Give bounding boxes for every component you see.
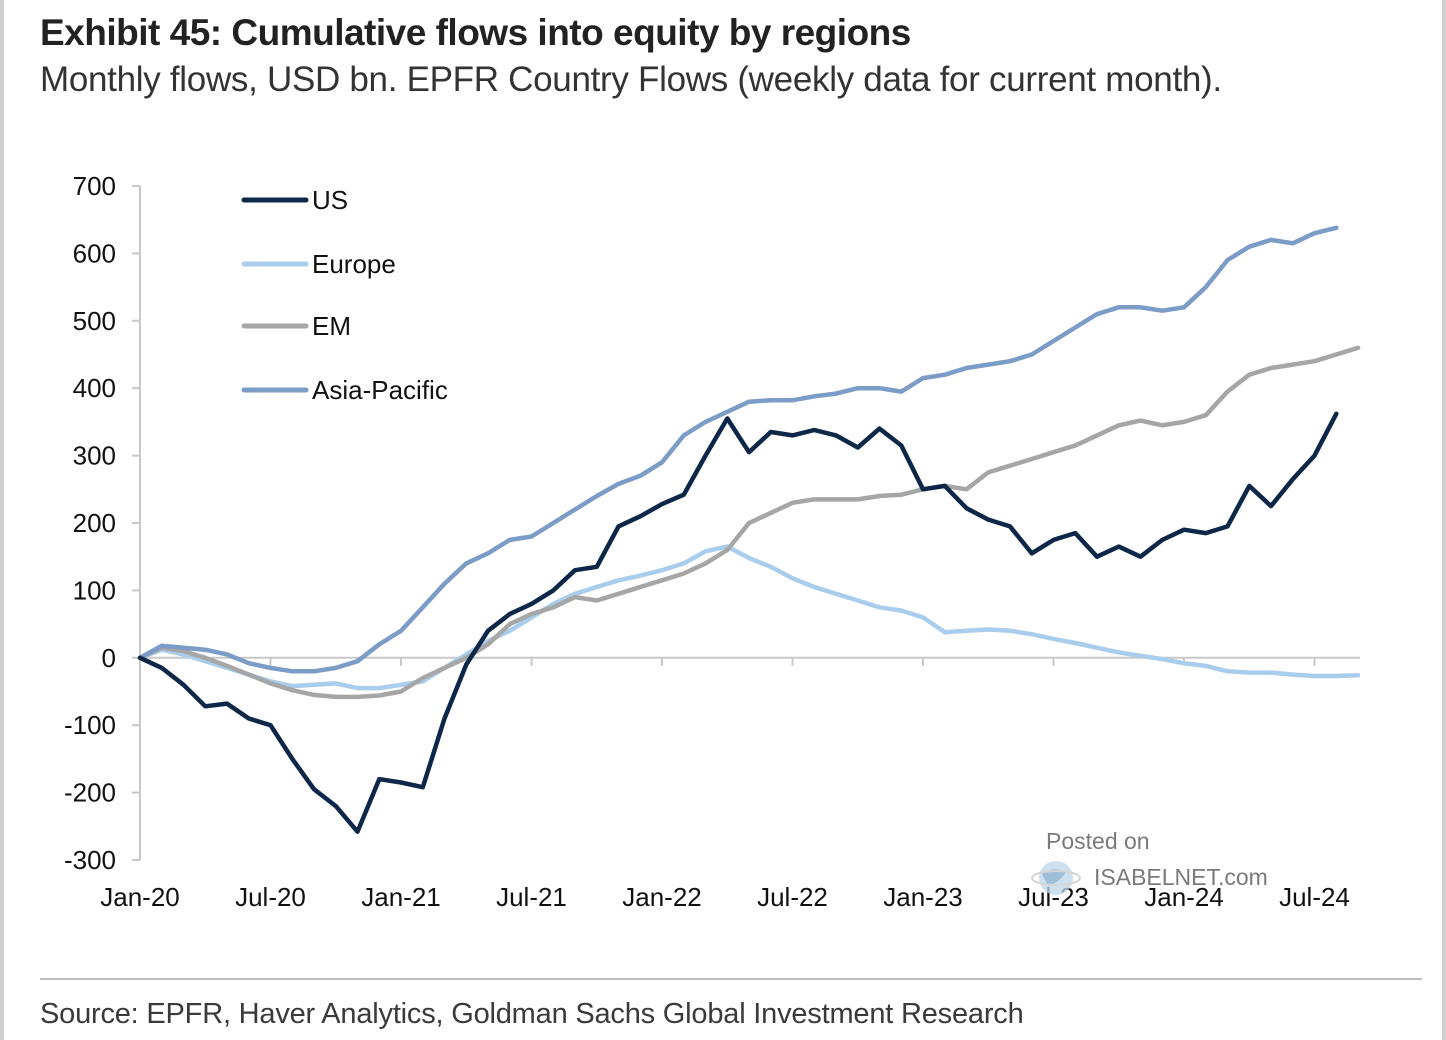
x-tick-label: Jul-24 bbox=[1279, 882, 1350, 912]
x-tick-label: Jan-24 bbox=[1144, 882, 1224, 912]
series-line-em bbox=[137, 345, 1361, 700]
y-tick-label: -100 bbox=[64, 710, 116, 740]
watermark-site-name: ISABELNET.com bbox=[1094, 864, 1268, 890]
y-tick-label: 600 bbox=[73, 238, 116, 268]
y-tick-label: 0 bbox=[102, 643, 116, 673]
frame-right-border bbox=[1442, 0, 1446, 1040]
x-tick-label: Jul-21 bbox=[496, 882, 567, 912]
x-tick-label: Jan-21 bbox=[361, 882, 441, 912]
exhibit-subtitle: Monthly flows, USD bn. EPFR Country Flow… bbox=[40, 60, 1222, 99]
y-tick-label: -300 bbox=[64, 845, 116, 875]
exhibit-title: Exhibit 45: Cumulative flows into equity… bbox=[40, 12, 911, 53]
source-note: Source: EPFR, Haver Analytics, Goldman S… bbox=[40, 998, 1024, 1030]
series-line-us bbox=[137, 411, 1339, 834]
series-line-europe bbox=[137, 544, 1361, 691]
y-tick-label: 200 bbox=[73, 508, 116, 538]
legend-label-europe: Europe bbox=[312, 249, 396, 279]
series-line-asia-pacific bbox=[137, 225, 1339, 674]
x-tick-label: Jan-22 bbox=[622, 882, 702, 912]
y-tick-label: 700 bbox=[73, 171, 116, 201]
y-tick-label: 500 bbox=[73, 306, 116, 336]
isabelnet-watermark: Posted on ISABELNET.com bbox=[1031, 828, 1268, 895]
chart-legend: US Europe EM Asia-Pacific bbox=[241, 185, 448, 405]
globe-icon bbox=[1031, 861, 1081, 895]
x-tick-label: Jul-22 bbox=[757, 882, 828, 912]
y-tick-label: -200 bbox=[64, 778, 116, 808]
x-tick-label: Jul-20 bbox=[235, 882, 306, 912]
legend-label-em: EM bbox=[312, 311, 351, 341]
source-divider bbox=[40, 978, 1422, 980]
chart-axes: -300 -200 -100 0 100 200 300 400 500 600 700 Jan-20… bbox=[64, 171, 1360, 912]
frame-left-border bbox=[0, 0, 4, 1040]
watermark-posted-on: Posted on bbox=[1046, 828, 1150, 854]
y-tick-label: 400 bbox=[73, 373, 116, 403]
legend-label-us: US bbox=[312, 185, 348, 215]
y-tick-label: 100 bbox=[73, 575, 116, 605]
legend-label-asia-pacific: Asia-Pacific bbox=[312, 375, 448, 405]
x-tick-label: Jan-23 bbox=[883, 882, 963, 912]
y-tick-label: 300 bbox=[73, 441, 116, 471]
chart-series-layer bbox=[137, 225, 1361, 834]
x-tick-label: Jan-20 bbox=[100, 882, 180, 912]
